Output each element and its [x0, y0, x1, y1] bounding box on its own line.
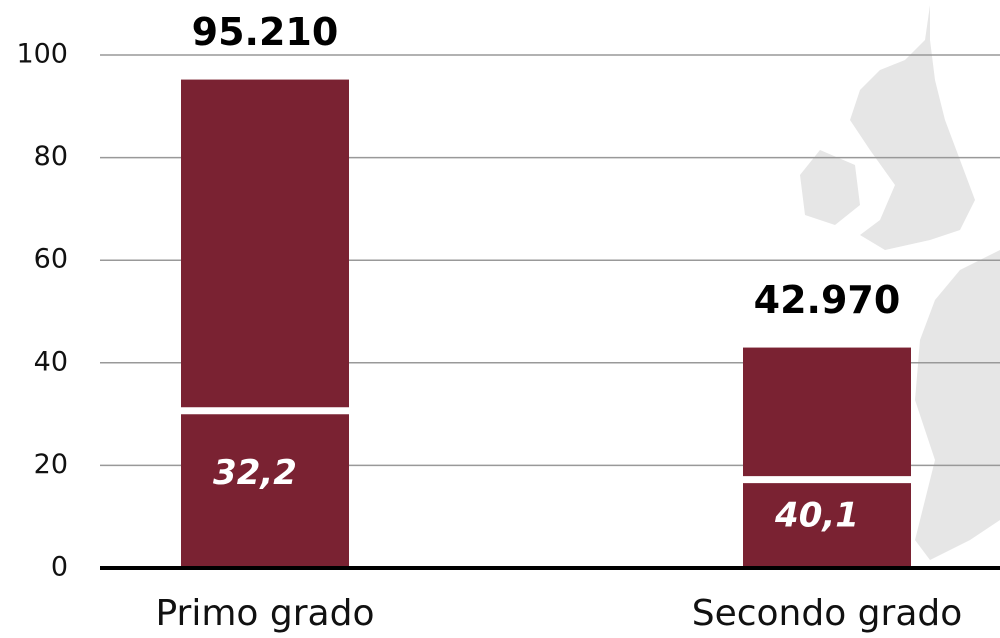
- y-tick-label: 80: [34, 141, 68, 172]
- y-tick-label: 60: [34, 244, 68, 275]
- share-label: 40,1: [774, 496, 859, 536]
- bar-share-segment: [743, 479, 911, 568]
- bar-share-segment: [181, 410, 349, 568]
- x-tick-label: Primo grado: [155, 593, 374, 634]
- y-tick-label: 20: [34, 449, 68, 480]
- y-tick-label: 40: [34, 346, 68, 377]
- y-tick-label: 100: [16, 39, 68, 70]
- share-label: 32,2: [213, 453, 297, 493]
- map-background: [800, 5, 1000, 560]
- value-label: 95.210: [192, 10, 339, 54]
- y-tick-label: 0: [51, 552, 68, 583]
- x-tick-label: Secondo grado: [692, 593, 963, 634]
- value-label: 42.970: [754, 278, 901, 322]
